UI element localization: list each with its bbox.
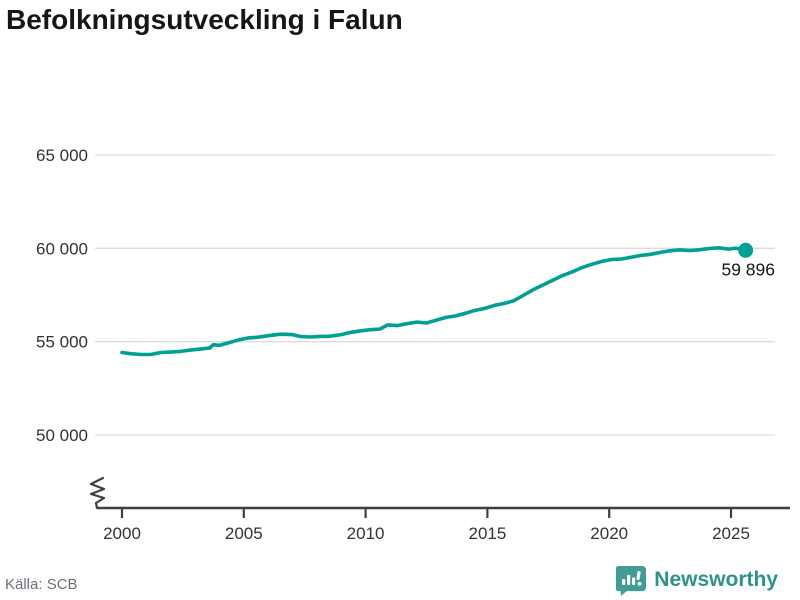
x-axis-tick-label: 2025 xyxy=(712,524,750,543)
last-point-dot xyxy=(738,242,754,258)
y-axis-tick-label: 65 000 xyxy=(36,146,88,165)
y-axis-tick-label: 60 000 xyxy=(36,239,88,258)
y-axis-tick-label: 55 000 xyxy=(36,333,88,352)
population-series-line xyxy=(120,246,748,357)
bar-chart-speech-bubble-icon xyxy=(616,565,647,596)
x-axis-tick-label: 2020 xyxy=(590,524,628,543)
chart-title: Befolkningsutveckling i Falun xyxy=(6,4,403,35)
newsworthy-logo-text: Newsworthy xyxy=(654,568,778,591)
x-axis-tick-label: 2005 xyxy=(225,524,263,543)
x-axis-tick-label: 2015 xyxy=(468,524,506,543)
x-axis-tick-label: 2000 xyxy=(103,524,141,543)
newsworthy-branding: Newsworthy xyxy=(616,564,778,596)
y-axis-tick-label: 50 000 xyxy=(36,426,88,445)
axis-break-icon xyxy=(89,476,106,510)
x-axis-tick-label: 2010 xyxy=(347,524,385,543)
last-point-value-label: 59 896 xyxy=(721,259,775,279)
source-note: Källa: SCB xyxy=(5,576,78,593)
